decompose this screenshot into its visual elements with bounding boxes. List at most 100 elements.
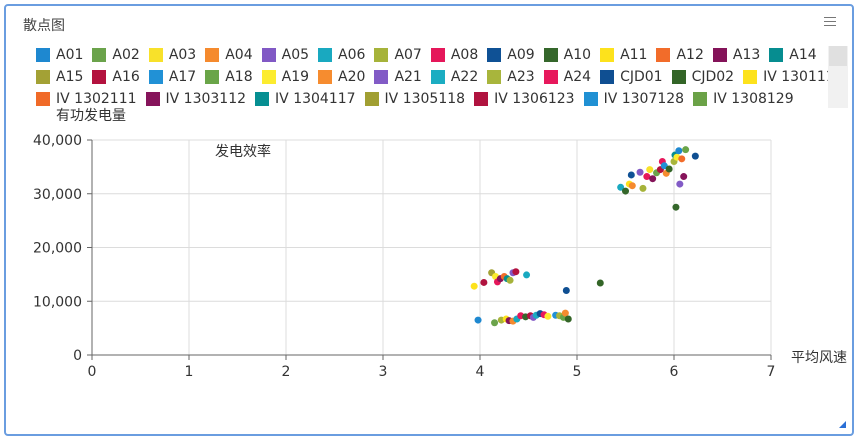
legend-label: A14 — [789, 47, 817, 63]
legend-label: IV 1301110 — [763, 69, 836, 85]
data-point[interactable] — [596, 279, 604, 287]
grid-lines — [92, 139, 772, 355]
legend-swatch — [600, 48, 615, 62]
legend-item[interactable]: A09 — [487, 47, 535, 63]
data-point[interactable] — [646, 166, 654, 174]
legend-item[interactable]: A22 — [430, 69, 478, 85]
data-point[interactable] — [561, 309, 569, 317]
data-point[interactable] — [506, 276, 514, 284]
legend-swatch — [712, 48, 727, 62]
data-point[interactable] — [622, 187, 629, 195]
data-point[interactable] — [672, 203, 680, 211]
legend-row: IV 1302111 IV 1303112 IV 1304117 IV 1305118… — [36, 88, 836, 106]
legend-label: IV 1305118 — [384, 91, 466, 106]
data-point[interactable] — [643, 173, 651, 181]
legend-item[interactable]: A16 — [92, 69, 140, 85]
legend-label: A13 — [732, 47, 761, 63]
chart-panel: 散点图 A01 A02 A03 A04 A05 A06 A07 A08 A09 A10 A11 A12… — [4, 4, 854, 436]
legend-item[interactable]: CJD01 — [600, 69, 663, 85]
legend-item[interactable]: A03 — [148, 47, 196, 63]
legend-label: IV 1304117 — [275, 91, 356, 106]
legend-item[interactable]: A24 — [543, 69, 591, 85]
legend-item[interactable]: A06 — [318, 47, 365, 63]
legend-item[interactable]: A15 — [36, 69, 83, 85]
x-tick-label: 7 — [767, 364, 776, 380]
legend-label: A01 — [56, 47, 84, 63]
legend-label: A04 — [225, 47, 253, 63]
data-point[interactable] — [676, 180, 684, 188]
legend-item[interactable]: A19 — [261, 69, 309, 85]
legend-item[interactable]: CJD02 — [671, 69, 734, 85]
legend-item[interactable]: IV 1304117 — [255, 91, 356, 106]
data-point[interactable] — [480, 278, 488, 286]
legend-label: A20 — [338, 69, 366, 85]
legend-swatch — [261, 48, 276, 62]
data-point[interactable] — [617, 183, 625, 191]
data-point[interactable] — [678, 155, 686, 163]
data-point[interactable] — [491, 319, 499, 327]
legend-item[interactable]: A05 — [261, 47, 309, 63]
legend-swatch — [543, 48, 558, 62]
legend-item[interactable]: A11 — [600, 47, 647, 63]
legend-item[interactable]: A20 — [318, 69, 365, 85]
legend-item[interactable]: A14 — [769, 47, 817, 63]
data-point[interactable] — [564, 315, 572, 323]
data-point[interactable] — [639, 184, 647, 192]
legend-item[interactable]: IV 1308129 — [693, 91, 794, 106]
data-point[interactable] — [691, 152, 699, 160]
legend-item[interactable]: A17 — [148, 69, 196, 85]
data-point[interactable] — [474, 316, 482, 324]
data-point[interactable] — [512, 268, 520, 276]
data-point[interactable] — [562, 287, 570, 294]
x-tick-label: 6 — [670, 364, 679, 380]
legend-item[interactable]: IV 1303112 — [145, 91, 247, 106]
legend-swatch — [374, 70, 389, 84]
legend-label: A02 — [112, 47, 140, 63]
data-point[interactable] — [628, 182, 636, 190]
legend-swatch — [583, 92, 598, 106]
legend-item[interactable]: A04 — [205, 47, 253, 63]
legend-item[interactable]: A08 — [430, 47, 479, 63]
legend-item[interactable]: A23 — [487, 69, 535, 85]
legend-swatch — [769, 48, 784, 62]
legend-label: IV 1303112 — [165, 91, 247, 106]
y-tick-label: 0 — [73, 348, 82, 364]
legend-swatch — [430, 48, 445, 62]
resize-handle-icon[interactable] — [839, 421, 846, 428]
legend-scrollbar[interactable] — [828, 46, 848, 108]
legend-item[interactable]: IV 1302111 — [36, 91, 137, 106]
legend-scrollbar-thumb[interactable] — [829, 46, 847, 66]
y-tick-label: 40,000 — [33, 133, 82, 149]
legend-label: IV 1306123 — [494, 91, 575, 106]
data-point[interactable] — [680, 173, 688, 181]
data-point[interactable] — [470, 282, 478, 290]
data-point[interactable] — [523, 271, 531, 279]
data-point[interactable] — [675, 147, 683, 155]
x-tick-label: 0 — [88, 364, 97, 380]
legend-item[interactable]: IV 1301110 — [743, 69, 836, 85]
legend-item[interactable]: IV 1305118 — [364, 91, 466, 106]
legend-item[interactable]: A01 — [36, 47, 83, 63]
legend-swatch — [205, 70, 220, 84]
legend-item[interactable]: A13 — [712, 47, 761, 63]
legend-item[interactable]: A07 — [374, 47, 422, 63]
data-point[interactable] — [649, 175, 657, 183]
data-point[interactable] — [627, 171, 635, 179]
legend-item[interactable]: A21 — [374, 69, 422, 85]
data-point[interactable] — [665, 165, 673, 173]
legend-item[interactable]: A02 — [92, 47, 140, 63]
legend-item[interactable]: A12 — [656, 47, 704, 63]
legend-item[interactable]: IV 1306123 — [474, 91, 575, 106]
legend-item[interactable]: A18 — [205, 69, 253, 85]
legend-swatch — [92, 70, 107, 84]
legend-label: IV 1308129 — [713, 91, 794, 106]
legend-item[interactable]: IV 1307128 — [583, 91, 684, 106]
legend-label: A08 — [450, 47, 479, 63]
data-point[interactable] — [636, 168, 644, 176]
menu-icon[interactable] — [824, 17, 836, 27]
legend-item[interactable]: A10 — [543, 47, 591, 63]
data-point[interactable] — [544, 312, 552, 320]
legend-swatch — [671, 70, 686, 84]
data-point[interactable] — [682, 146, 690, 154]
